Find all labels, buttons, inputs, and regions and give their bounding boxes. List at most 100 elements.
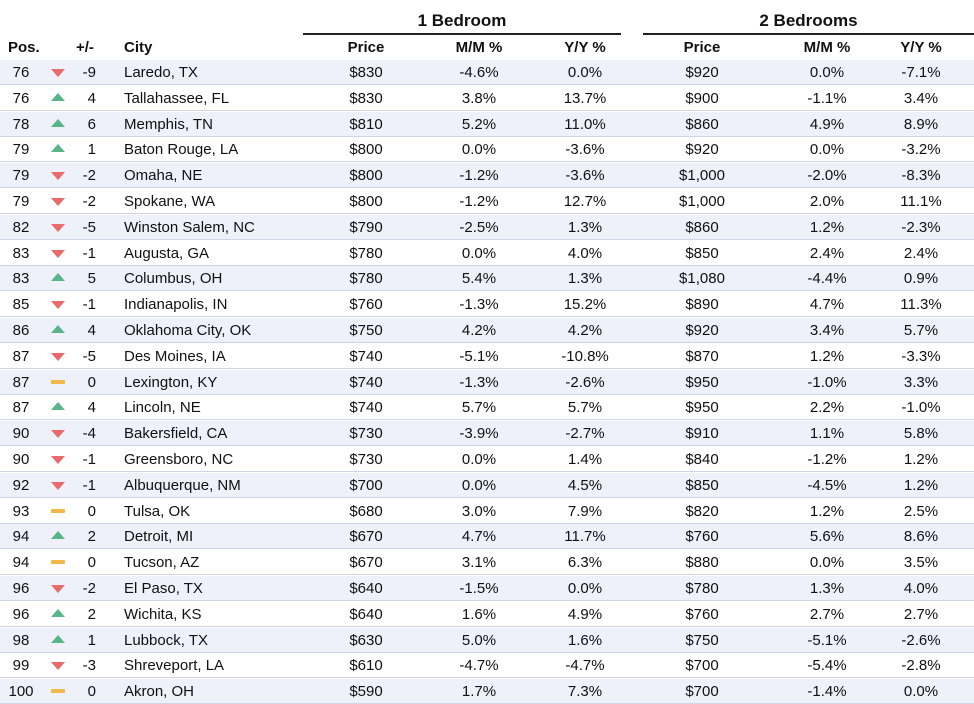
price-1br-cell: $740 [349, 347, 383, 365]
change-cell: 1 [87, 141, 96, 159]
trend-down-shape [51, 301, 65, 310]
yy-1br-cell: 7.9% [567, 502, 603, 520]
pos-cell: 82 [12, 218, 30, 236]
trend-flat-icon [50, 499, 66, 524]
trend-marker [51, 608, 65, 617]
trend-marker [51, 223, 65, 232]
price-1br-cell: $670 [349, 554, 383, 572]
mm-1br-cell: 0.0% [461, 244, 497, 262]
city-cell: Columbus, OH [124, 270, 223, 288]
city-cell: Tallahassee, FL [124, 89, 230, 107]
trend-flat-icon [50, 679, 66, 704]
mm-2br-cell: -2.0% [807, 167, 847, 185]
yy-1br-cell: 11.7% [564, 528, 606, 546]
trend-down-shape [51, 198, 65, 206]
yy-2br-cell: 3.3% [903, 373, 939, 391]
trend-up-icon [50, 602, 66, 627]
price-2br-cell: $820 [685, 502, 719, 520]
trend-down-icon [50, 653, 66, 678]
price-1br-cell: $700 [349, 476, 383, 494]
mm-2br-cell: 2.2% [809, 399, 845, 417]
city-cell: Indianapolis, IN [124, 296, 228, 314]
yy-1br-cell: 1.3% [567, 270, 603, 288]
mm-1br-cell: 4.2% [461, 322, 497, 339]
price-2br-cell: $900 [685, 89, 719, 107]
price-2br-cell: $780 [685, 580, 719, 597]
pos-cell: 96 [12, 605, 30, 623]
yy-1br-cell: 5.7% [567, 399, 603, 417]
price-2br-cell: $700 [685, 683, 719, 701]
change-cell: 2 [87, 528, 96, 546]
city-cell: Wichita, KS [124, 605, 202, 623]
mm-2br-cell: 1.1% [809, 425, 845, 443]
trend-up-shape [51, 118, 65, 127]
trend-down-icon [50, 241, 66, 266]
mm-1br-cell: 5.4% [461, 270, 497, 288]
pos-cell: 87 [12, 399, 30, 417]
price-1br-cell: $780 [349, 270, 383, 288]
trend-down-icon [50, 576, 66, 601]
yy-1br-cell: 13.7% [563, 89, 607, 107]
change-cell: 0 [87, 502, 96, 520]
yy-2br-cell: 1.2% [903, 451, 939, 468]
change-cell: -2 [82, 167, 96, 185]
yy-1br-cell: 4.5% [567, 476, 603, 494]
city-cell: Albuquerque, NM [124, 476, 241, 494]
yy-1br-cell: 7.3% [567, 683, 603, 701]
header-yy-2br: Y/Y % [900, 39, 942, 56]
yy-2br-cell: -3.2% [901, 141, 941, 159]
mm-1br-cell: -1.5% [459, 580, 499, 597]
trend-marker [51, 430, 65, 439]
city-cell: Oklahoma City, OK [124, 322, 252, 339]
price-1br-cell: $590 [349, 683, 383, 701]
yy-2br-cell: -2.3% [901, 218, 941, 236]
price-2br-cell: $760 [685, 528, 719, 546]
pos-cell: 78 [12, 115, 30, 133]
pos-cell: 100 [8, 683, 34, 701]
yy-2br-cell: 2.5% [903, 502, 939, 520]
mm-2br-cell: 4.9% [809, 115, 845, 133]
trend-marker [51, 634, 65, 643]
trend-down-shape [51, 662, 65, 671]
trend-down-icon [50, 447, 66, 472]
change-cell: 5 [87, 270, 96, 288]
trend-marker [51, 560, 65, 565]
mm-1br-cell: 0.0% [461, 141, 497, 159]
change-cell: -5 [82, 218, 96, 236]
yy-1br-cell: 1.6% [567, 631, 603, 649]
yy-1br-cell: 0.0% [567, 64, 603, 81]
table-row: 79 -2 Omaha, NE $800 -1.2% -3.6% $1,000 -2.0% -8… [0, 163, 974, 189]
yy-1br-cell: 0.0% [567, 580, 603, 597]
trend-down-icon [50, 473, 66, 498]
price-1br-cell: $750 [349, 322, 383, 339]
trend-marker [51, 69, 65, 77]
pos-cell: 79 [12, 167, 30, 185]
yy-1br-cell: -3.6% [565, 167, 605, 185]
trend-marker [51, 402, 65, 411]
pos-cell: 92 [12, 476, 30, 494]
trend-down-icon [50, 189, 66, 214]
yy-2br-cell: -1.0% [901, 399, 941, 417]
yy-2br-cell: 2.7% [903, 605, 939, 623]
yy-1br-cell: 4.0% [567, 244, 603, 262]
price-1br-cell: $730 [349, 451, 383, 468]
mm-1br-cell: -1.3% [459, 296, 499, 314]
price-2br-cell: $910 [685, 425, 719, 443]
table-row: 76 -9 Laredo, TX $830 -4.6% 0.0% $920 0.0% -7.1% [0, 60, 974, 85]
change-cell: -2 [82, 580, 96, 597]
trend-down-icon [50, 60, 66, 85]
table-row: 78 6 Memphis, TN $810 5.2% 11.0% $860 4.9% 8.9% [0, 111, 974, 137]
header-mm-2br: M/M % [803, 39, 851, 56]
mm-1br-cell: 4.7% [461, 528, 497, 546]
city-cell: El Paso, TX [124, 580, 203, 597]
price-2br-cell: $860 [685, 218, 719, 236]
mm-2br-cell: -4.4% [807, 270, 847, 288]
price-2br-cell: $1,000 [679, 167, 725, 185]
mm-1br-cell: 0.0% [461, 451, 497, 468]
change-cell: 6 [87, 115, 96, 133]
trend-flat-icon [50, 550, 66, 575]
mm-2br-cell: 2.0% [809, 193, 845, 210]
trend-marker [51, 198, 65, 206]
price-1br-cell: $830 [349, 89, 383, 107]
